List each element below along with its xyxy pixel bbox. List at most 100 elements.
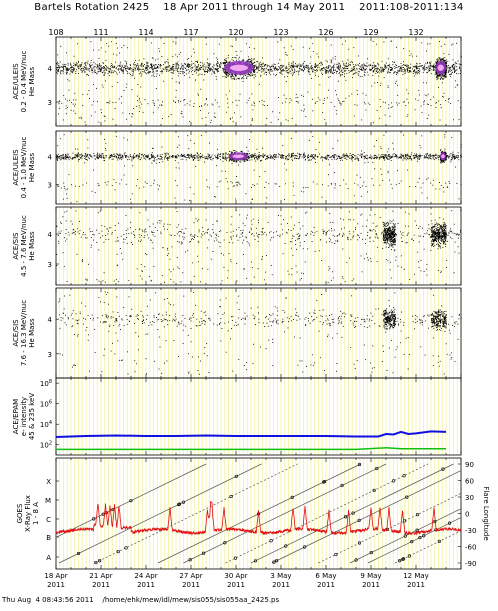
data-point — [453, 66, 455, 68]
data-point — [438, 87, 439, 88]
data-point — [247, 99, 249, 101]
data-point — [400, 156, 402, 158]
data-point — [350, 70, 352, 72]
data-point — [121, 66, 123, 68]
data-point — [447, 155, 449, 157]
data-point — [337, 66, 339, 68]
data-point — [241, 59, 243, 61]
data-point — [421, 65, 423, 67]
data-point — [427, 71, 429, 73]
data-point — [327, 97, 328, 99]
data-point — [387, 72, 389, 74]
data-point — [150, 42, 152, 44]
data-point — [356, 104, 358, 106]
data-point — [359, 187, 361, 188]
data-point — [192, 66, 194, 68]
data-point — [280, 65, 282, 66]
data-point — [154, 64, 156, 66]
data-point — [252, 153, 254, 155]
data-point — [224, 76, 226, 78]
data-point — [216, 68, 218, 70]
data-point — [307, 70, 309, 72]
data-point — [120, 70, 122, 71]
data-point — [169, 70, 171, 72]
data-point — [447, 71, 449, 73]
data-point — [129, 64, 131, 66]
data-point — [396, 72, 398, 73]
data-point — [364, 71, 366, 73]
data-point — [186, 154, 188, 156]
data-point — [357, 70, 359, 72]
data-point — [347, 188, 349, 190]
data-point — [84, 153, 86, 154]
data-point — [207, 153, 209, 155]
data-point — [342, 60, 344, 62]
data-point — [323, 67, 325, 69]
data-point — [360, 66, 362, 68]
data-point — [435, 77, 437, 79]
data-point — [426, 157, 428, 159]
data-point — [213, 72, 215, 74]
data-point — [212, 67, 214, 69]
data-point — [328, 65, 330, 67]
data-point — [258, 70, 260, 71]
data-point — [155, 162, 157, 164]
data-point — [241, 78, 243, 80]
data-point — [236, 104, 238, 106]
data-point — [305, 186, 307, 188]
data-point — [253, 102, 255, 104]
data-point — [405, 71, 406, 73]
data-point — [376, 70, 378, 72]
data-point — [220, 63, 222, 65]
data-point — [82, 94, 84, 96]
data-point — [84, 67, 86, 69]
data-point — [439, 75, 441, 77]
data-point — [276, 68, 277, 70]
data-point — [384, 66, 386, 68]
data-point — [227, 55, 229, 57]
data-point — [117, 69, 119, 71]
data-point — [254, 74, 256, 76]
data-point — [103, 115, 105, 117]
data-point — [77, 66, 79, 68]
data-point — [322, 156, 324, 158]
data-point — [460, 54, 462, 56]
data-point — [364, 64, 366, 66]
data-point — [417, 69, 419, 71]
data-point — [253, 101, 255, 103]
data-point — [143, 58, 145, 60]
data-point — [159, 71, 161, 73]
data-point — [191, 154, 192, 156]
data-point — [290, 99, 292, 101]
data-point — [102, 153, 104, 154]
data-point — [159, 74, 160, 76]
data-point — [104, 120, 106, 122]
data-point — [97, 100, 98, 102]
data-point — [303, 66, 304, 68]
data-point — [440, 104, 442, 106]
data-point — [251, 154, 253, 156]
data-point — [200, 110, 201, 112]
data-point — [292, 160, 293, 162]
data-point — [213, 53, 215, 55]
data-point — [334, 172, 336, 174]
data-point — [81, 71, 83, 73]
data-point — [354, 70, 356, 72]
data-point — [86, 182, 88, 184]
data-point — [131, 193, 133, 195]
data-point — [57, 70, 59, 72]
data-point — [383, 41, 385, 43]
data-point — [292, 182, 294, 184]
data-point — [342, 101, 344, 103]
grid-lines-panel-1 — [55, 37, 462, 126]
data-point — [146, 63, 148, 65]
data-point — [206, 158, 207, 159]
data-point — [216, 156, 218, 158]
data-point — [77, 148, 79, 150]
data-point — [406, 66, 408, 68]
data-point — [168, 115, 170, 117]
data-point — [97, 64, 99, 66]
data-point — [266, 117, 268, 119]
data-point — [78, 65, 80, 67]
data-point — [298, 63, 300, 65]
